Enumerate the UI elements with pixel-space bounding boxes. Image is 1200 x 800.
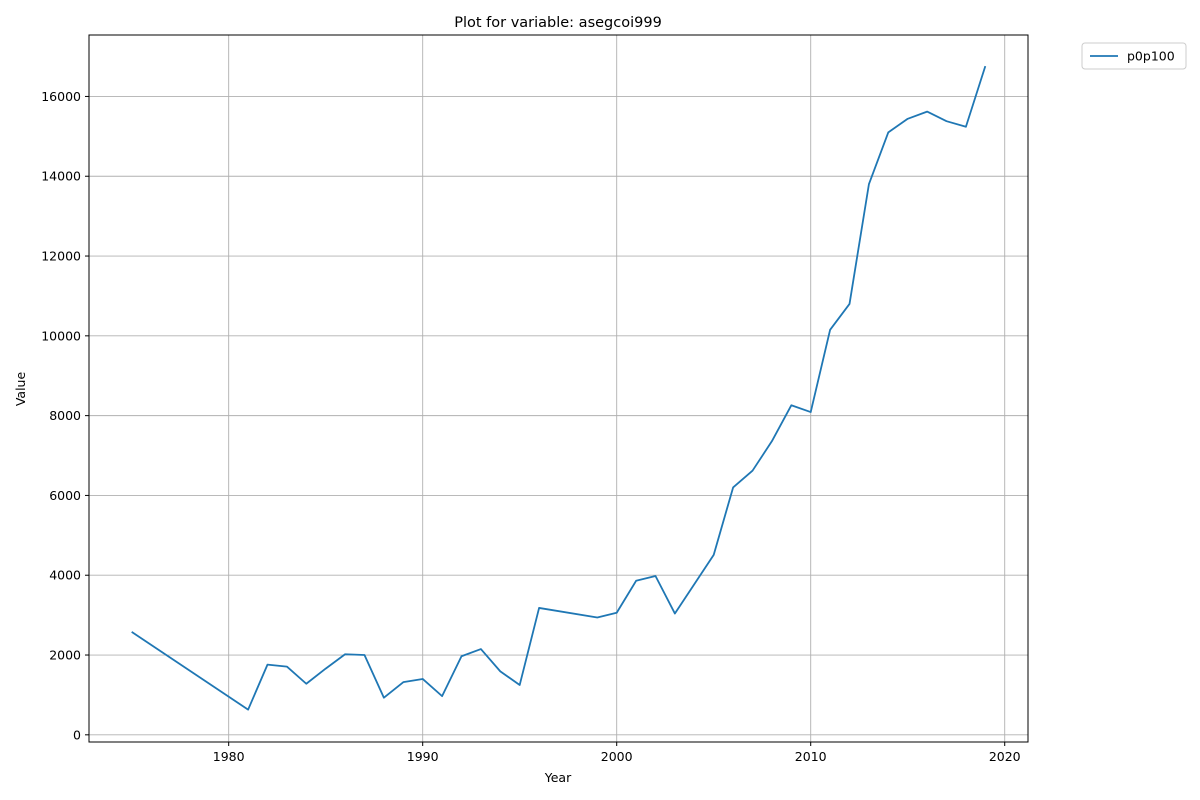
x-tick-label: 2000 — [601, 749, 633, 764]
x-axis-label: Year — [544, 770, 572, 785]
y-tick-label: 8000 — [49, 408, 81, 423]
chart-title: Plot for variable: asegcoi999 — [454, 15, 662, 31]
y-tick-label: 2000 — [49, 648, 81, 663]
x-tick-label: 2010 — [795, 749, 827, 764]
y-axis-label: Value — [13, 372, 28, 407]
y-tick-label: 16000 — [41, 89, 81, 104]
y-tick-label: 4000 — [49, 568, 81, 583]
y-tick-label: 6000 — [49, 488, 81, 503]
series-line-p0p100 — [131, 65, 987, 711]
y-axis: 0 2000 4000 6000 8000 10000 12000 14000 16000 — [41, 89, 89, 742]
x-tick-label: 1990 — [407, 749, 439, 764]
legend-box — [1081, 42, 1187, 70]
x-tick-label: 1980 — [213, 749, 245, 764]
y-tick-label: 0 — [73, 727, 81, 742]
plot-frame — [88, 34, 1029, 743]
series-layer — [131, 65, 987, 711]
y-tick-label: 10000 — [41, 328, 81, 343]
x-tick-label: 2020 — [989, 749, 1021, 764]
grid-lines — [89, 35, 1028, 742]
y-tick-label: 12000 — [41, 249, 81, 264]
legend: p0p100 — [1081, 42, 1187, 70]
y-tick-label: 14000 — [41, 169, 81, 184]
x-axis: 1980 1990 2000 2010 2020 — [213, 742, 1021, 764]
legend-label-p0p100: p0p100 — [1127, 49, 1175, 64]
